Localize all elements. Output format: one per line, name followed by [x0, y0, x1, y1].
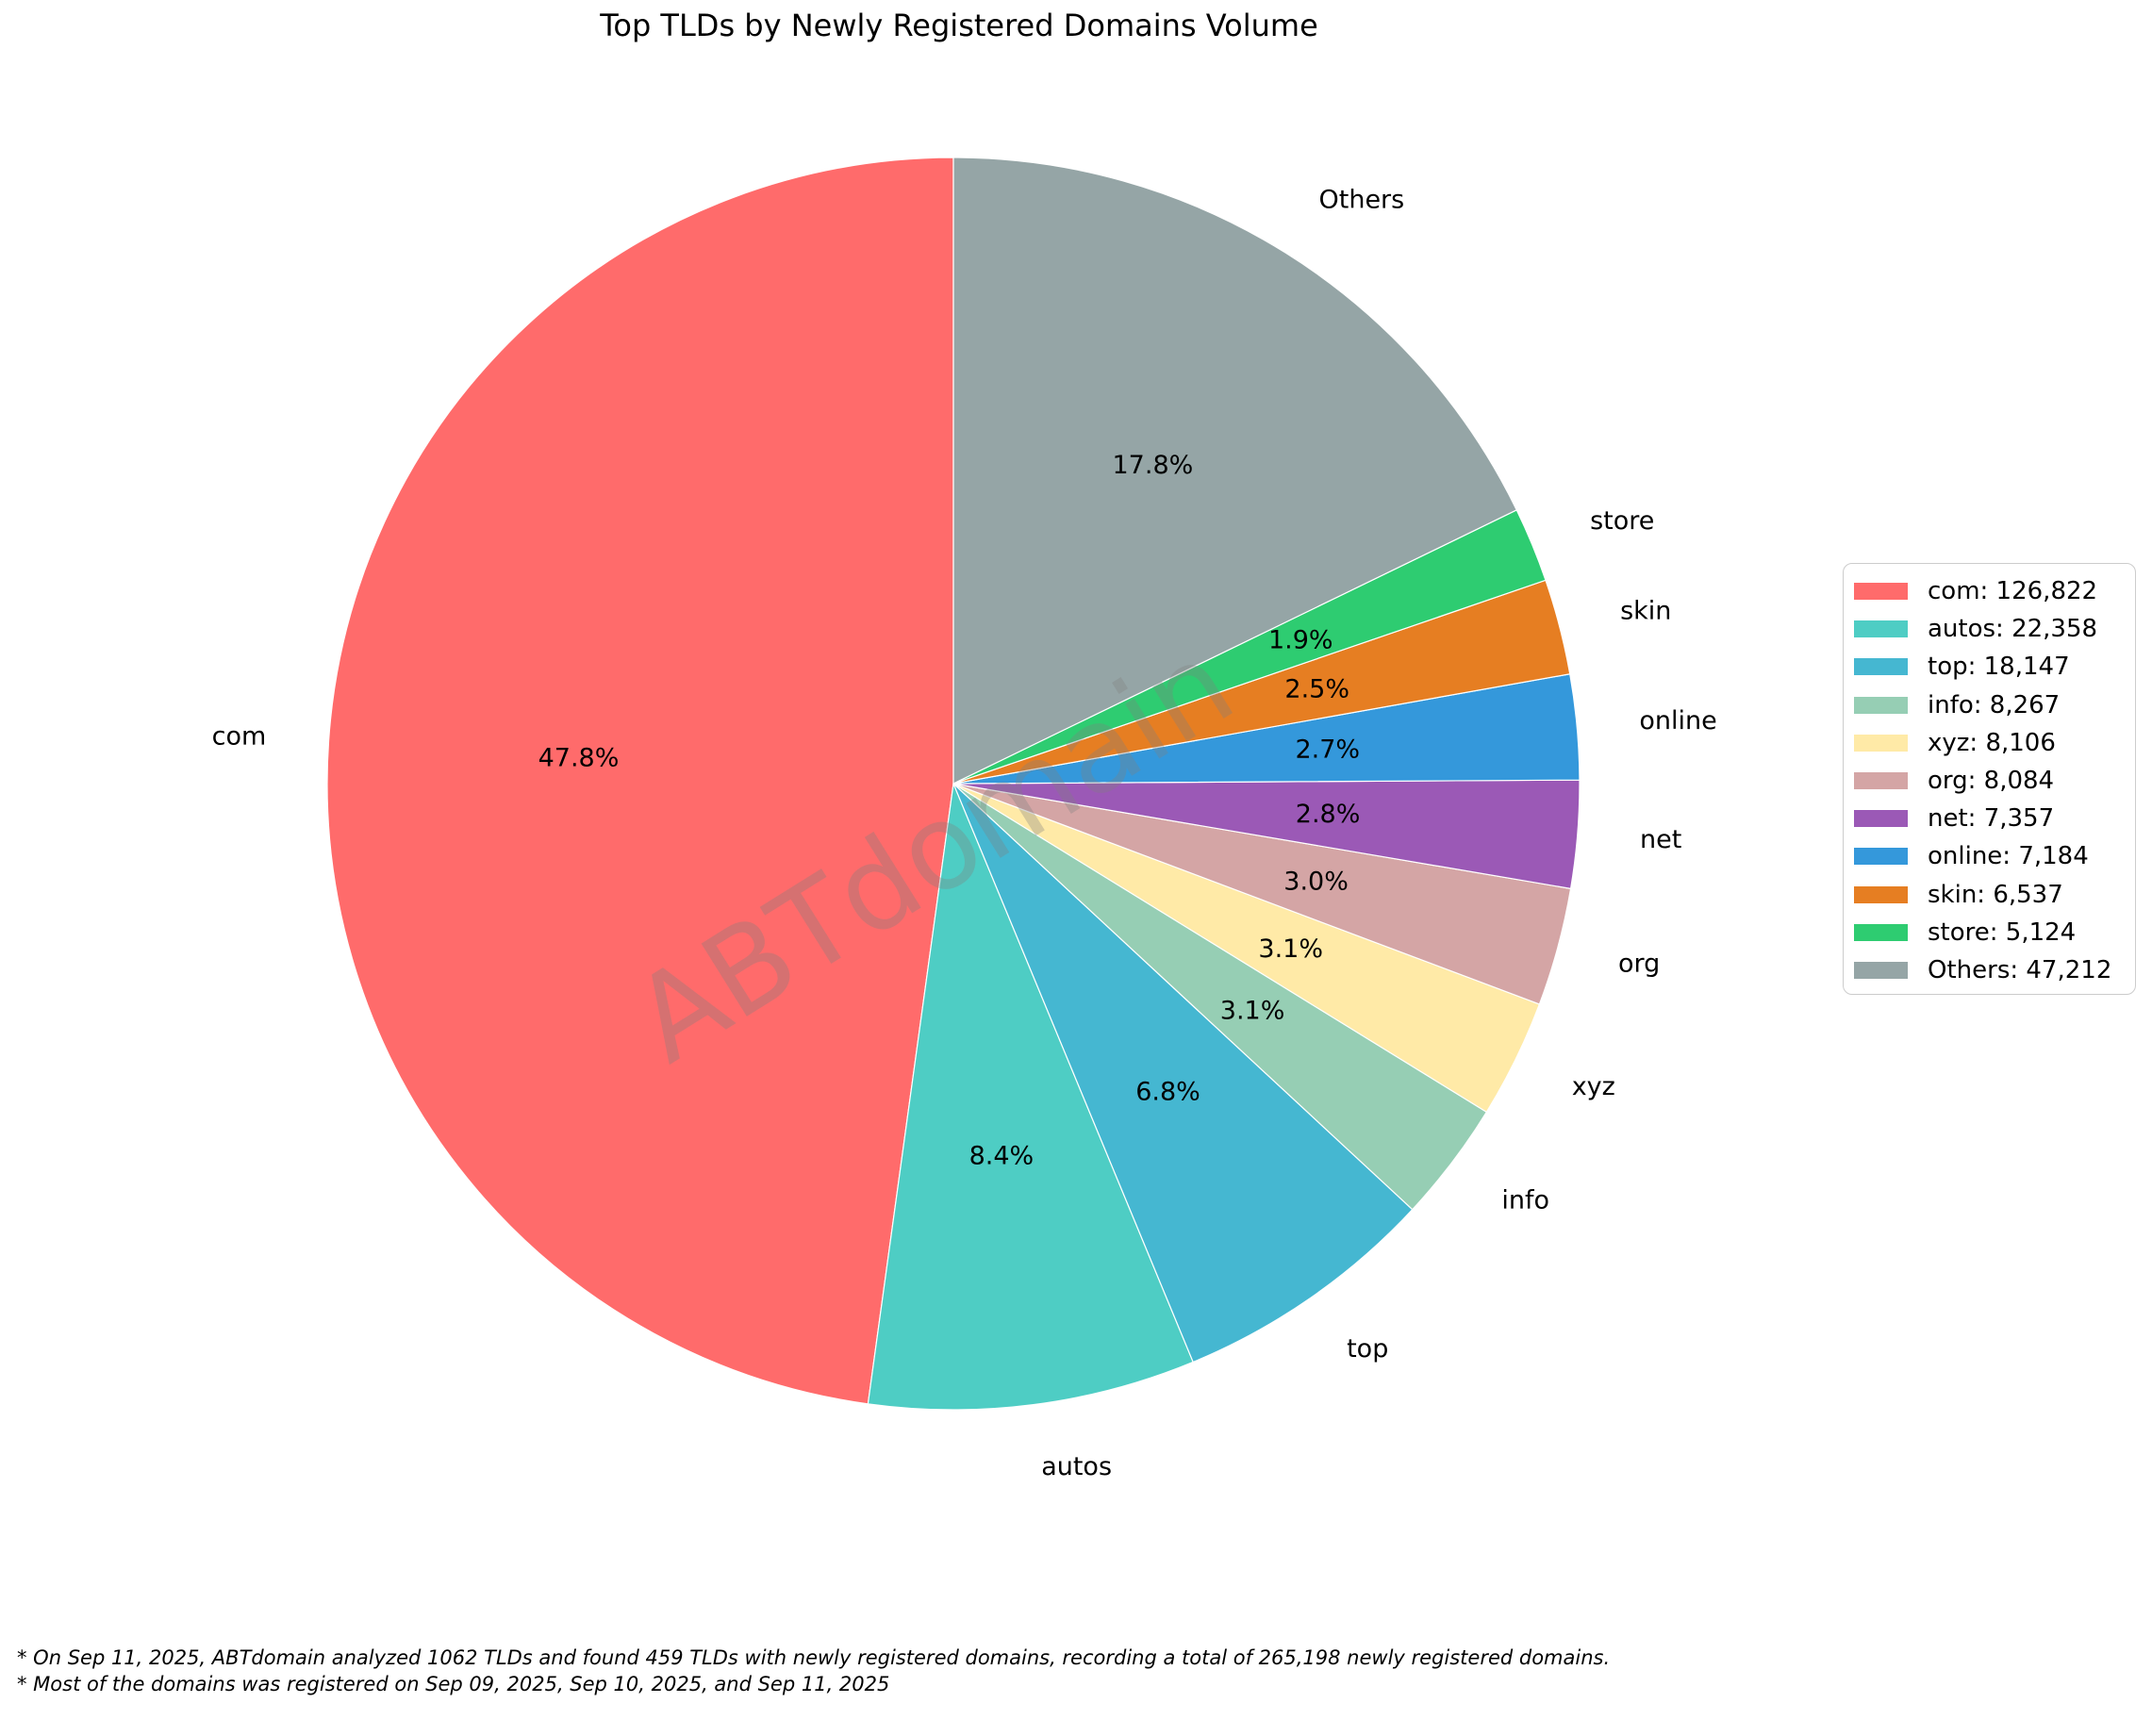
legend-item-xyz: xyz: 8,106	[1854, 724, 2127, 762]
slice-label-Others: Others	[1319, 185, 1405, 214]
legend-label-skin: skin: 6,537	[1928, 880, 2063, 909]
pct-label-online: 2.7%	[1295, 735, 1360, 764]
legend-label-Others: Others: 47,212	[1928, 955, 2112, 984]
legend-label-top: top: 18,147	[1928, 653, 2070, 682]
pie-slice-com	[326, 157, 954, 1405]
legend-swatch-org	[1854, 772, 1908, 790]
legend-swatch-online	[1854, 848, 1908, 866]
legend-swatch-Others	[1854, 961, 1908, 979]
legend-label-info: info: 8,267	[1928, 690, 2061, 719]
legend-item-store: store: 5,124	[1854, 914, 2127, 951]
legend-label-net: net: 7,357	[1928, 804, 2055, 834]
pct-label-net: 2.8%	[1296, 800, 1361, 829]
legend-label-autos: autos: 22,358	[1928, 615, 2098, 644]
slice-label-com: com	[212, 722, 267, 752]
pct-label-org: 3.0%	[1283, 868, 1349, 897]
pie-wedges	[326, 157, 1581, 1411]
pie-slice-top	[952, 783, 1414, 1364]
pie-slice-autos	[867, 781, 1194, 1411]
legend-swatch-net	[1854, 810, 1908, 828]
slice-label-net: net	[1640, 825, 1681, 854]
slice-label-xyz: xyz	[1572, 1072, 1615, 1101]
legend-swatch-autos	[1854, 620, 1908, 638]
legend-item-skin: skin: 6,537	[1854, 876, 2127, 914]
slice-label-info: info	[1501, 1186, 1549, 1215]
legend-item-com: com: 126,822	[1854, 572, 2127, 610]
pct-label-xyz: 3.1%	[1258, 934, 1323, 964]
legend-item-Others: Others: 47,212	[1854, 951, 2127, 989]
footnotes: * On Sep 11, 2025, ABTdomain analyzed 10…	[17, 1645, 1610, 1697]
slice-label-skin: skin	[1620, 596, 1671, 625]
pct-label-skin: 2.5%	[1284, 675, 1349, 704]
slice-label-org: org	[1618, 949, 1660, 978]
chart-title: Top TLDs by Newly Registered Domains Vol…	[600, 8, 1318, 43]
legend-swatch-info	[1854, 696, 1908, 714]
pct-label-autos: 8.4%	[969, 1142, 1035, 1171]
legend-label-xyz: xyz: 8,106	[1928, 728, 2056, 757]
legend-item-info: info: 8,267	[1854, 686, 2127, 724]
pie-labels: 47.8% com 8.4% autos 6.8% top 3.1% info 3.1% xyz 3…	[212, 185, 1717, 1481]
legend-swatch-skin	[1854, 885, 1908, 903]
pie-slice-Others	[952, 157, 1518, 785]
slice-label-store: store	[1590, 506, 1654, 536]
legend-item-autos: autos: 22,358	[1854, 610, 2127, 648]
legend-item-online: online: 7,184	[1854, 837, 2127, 875]
footnote-line-2: * Most of the domains was registered on …	[17, 1672, 890, 1695]
legend-label-com: com: 126,822	[1928, 577, 2098, 606]
legend-swatch-com	[1854, 583, 1908, 601]
pct-label-Others: 17.8%	[1113, 451, 1194, 480]
slice-label-top: top	[1347, 1334, 1388, 1364]
legend-label-org: org: 8,084	[1928, 767, 2055, 796]
legend-item-org: org: 8,084	[1854, 762, 2127, 800]
pct-label-top: 6.8%	[1135, 1078, 1200, 1107]
pct-label-com: 47.8%	[538, 743, 620, 772]
legend-swatch-store	[1854, 923, 1908, 941]
legend-item-net: net: 7,357	[1854, 800, 2127, 837]
legend-label-store: store: 5,124	[1928, 918, 2077, 947]
legend-item-top: top: 18,147	[1854, 648, 2127, 686]
legend-label-online: online: 7,184	[1928, 842, 2089, 871]
slice-label-autos: autos	[1041, 1452, 1112, 1481]
legend-box: com: 126,822 autos: 22,358 top: 18,147 info…	[1843, 563, 2136, 995]
footnote-line-1: * On Sep 11, 2025, ABTdomain analyzed 10…	[17, 1646, 1611, 1669]
slice-label-online: online	[1639, 706, 1716, 736]
pct-label-info: 3.1%	[1220, 997, 1285, 1026]
legend-swatch-top	[1854, 658, 1908, 676]
pct-label-store: 1.9%	[1268, 626, 1333, 655]
legend-swatch-xyz	[1854, 734, 1908, 752]
